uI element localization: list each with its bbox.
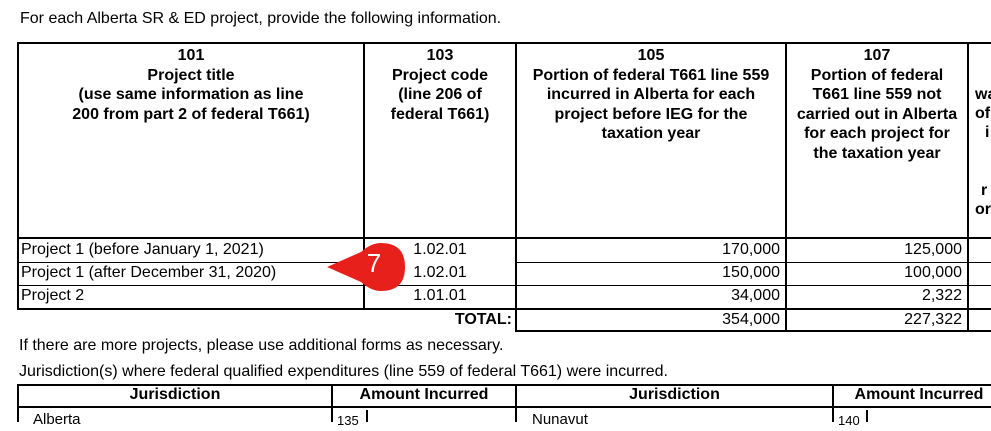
jtable-top-border: [17, 384, 991, 386]
jurisdiction-name-cell: Nunavut: [532, 411, 588, 428]
col-header-101: 101 Project title (use same information …: [19, 46, 363, 124]
cut-column-fragment: i: [985, 124, 990, 141]
jurisdiction-name-cell: Alberta: [33, 411, 81, 428]
line-number-label: 135: [337, 413, 359, 428]
col-border: [17, 42, 19, 310]
total-107-value: 227,322: [904, 311, 962, 328]
cut-column-fragment: of: [975, 105, 991, 122]
column-label: Project title (use same information as l…: [72, 66, 310, 123]
jurisdiction-note: Jurisdiction(s) where federal qualified …: [19, 363, 668, 380]
amount-input-caret[interactable]: [866, 410, 868, 422]
row-divider: [17, 308, 991, 310]
intro-text: For each Alberta SR & ED project, provid…: [20, 10, 502, 27]
table-top-border: [17, 42, 991, 44]
row-divider: [515, 262, 991, 263]
total-label: TOTAL:: [454, 311, 512, 328]
amount-105-cell[interactable]: 150,000: [722, 264, 780, 281]
amount-incurred-header: Amount Incurred: [854, 386, 984, 403]
col-header-107: 107 Portion of federal T661 line 559 not…: [787, 46, 967, 163]
amount-105-cell[interactable]: 170,000: [722, 241, 780, 258]
column-label: Portion of federal T661 line 559 incurre…: [532, 66, 770, 143]
amount-105-cell[interactable]: 34,000: [731, 287, 780, 304]
callout-number: 7: [366, 248, 382, 278]
project-code-cell[interactable]: 1.02.01: [413, 264, 467, 281]
jtable-col-border: [832, 384, 834, 422]
column-label: Portion of federal T661 line 559 not car…: [796, 66, 958, 162]
line-number-label: 140: [838, 413, 860, 428]
jurisdiction-header: Jurisdiction: [629, 386, 720, 403]
amount-107-cell[interactable]: 125,000: [904, 241, 962, 258]
jtable-col-border: [515, 384, 517, 422]
col-border: [967, 42, 969, 332]
header-bottom-border: [17, 237, 991, 239]
row-divider: [17, 285, 991, 286]
jtable-col-border: [17, 384, 19, 422]
project-code-cell[interactable]: 1.01.01: [413, 287, 467, 304]
cut-column-fragment: or: [975, 201, 991, 218]
callout-arrow-shape: [327, 243, 405, 291]
col-header-105: 105 Portion of federal T661 line 559 inc…: [517, 46, 785, 144]
col-border: [363, 42, 365, 310]
amount-input-caret[interactable]: [366, 410, 368, 422]
row-divider: [17, 262, 364, 263]
total-bottom-border: [515, 330, 991, 332]
jtable-col-border: [331, 384, 333, 422]
line-number: 101: [177, 47, 205, 64]
line-number: 107: [863, 47, 891, 64]
cut-column-fragment: wa: [975, 86, 991, 103]
line-number: 105: [637, 47, 665, 64]
total-105-value: 354,000: [722, 311, 780, 328]
amount-107-cell[interactable]: 2,322: [921, 287, 962, 304]
project-code-cell[interactable]: 1.02.01: [413, 241, 467, 258]
jtable-header-border: [17, 406, 991, 408]
line-number: 103: [426, 47, 454, 64]
callout-badge: [327, 243, 405, 291]
more-projects-note: If there are more projects, please use a…: [19, 337, 504, 354]
cut-column-fragment: r: [981, 182, 988, 199]
column-label: Project code (line 206 of federal T661): [390, 66, 490, 123]
amount-107-cell[interactable]: 100,000: [904, 264, 962, 281]
col-header-103: 103 Project code (line 206 of federal T6…: [365, 46, 515, 124]
jurisdiction-header: Jurisdiction: [129, 386, 221, 403]
col-border: [515, 42, 517, 332]
project-title-cell[interactable]: Project 2: [21, 287, 85, 304]
project-title-cell[interactable]: Project 1 (before January 1, 2021): [21, 241, 264, 258]
col-border: [785, 42, 787, 332]
amount-incurred-header: Amount Incurred: [359, 386, 489, 403]
project-title-cell[interactable]: Project 1 (after December 31, 2020): [21, 264, 277, 281]
